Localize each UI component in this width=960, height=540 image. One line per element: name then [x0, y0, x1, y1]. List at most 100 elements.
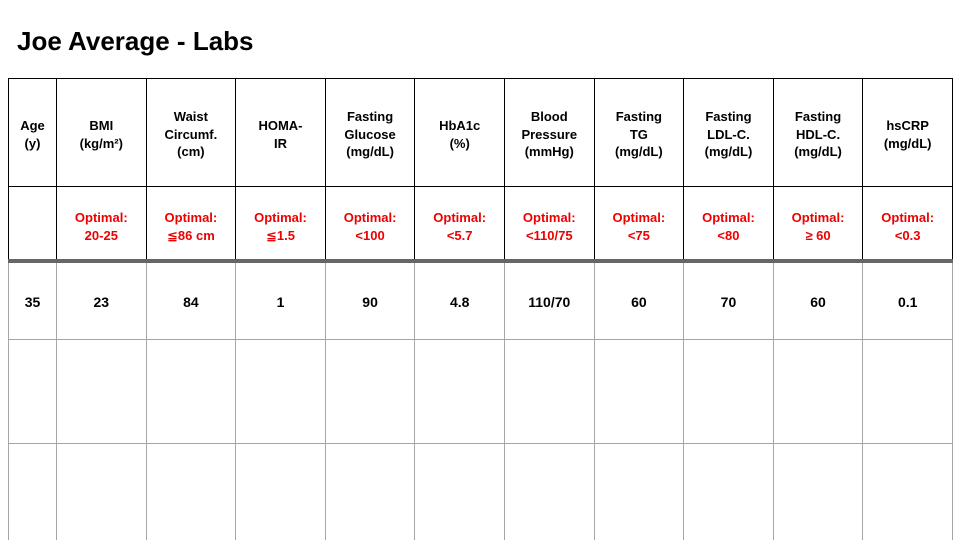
- header-cell-hscrp: hsCRP (mg/dL): [862, 78, 953, 187]
- optimal-line: Optimal:: [791, 210, 845, 226]
- optimal-line: <100: [355, 228, 385, 243]
- optimal-cell-tg: Optimal: <75: [593, 186, 685, 263]
- header-cell-waist: Waist Circumf. (cm): [145, 78, 237, 187]
- optimal-cell-age: [8, 186, 57, 263]
- empty-cell-glucose: [324, 443, 416, 540]
- empty-cell-bmi: [56, 339, 147, 444]
- labs-table-body: Age (y) BMI (kg/m²) Waist Circumf. (cm) HOMA- IR…: [8, 78, 953, 540]
- optimal-cell-waist: Optimal: ≦86 cm: [145, 186, 237, 263]
- value-cell-hscrp: 0.1: [862, 260, 953, 340]
- header-line: (mg/dL): [615, 144, 663, 160]
- value-cell-bmi: 23: [56, 260, 147, 340]
- header-line: (y): [24, 135, 41, 151]
- header-cell-hba1c: HbA1c (%): [414, 78, 505, 187]
- header-cell-ldl: Fasting LDL-C. (mg/dL): [683, 78, 774, 187]
- header-line: (mmHg): [524, 144, 574, 160]
- empty-cell-bp: [503, 339, 595, 444]
- empty-cell-age: [8, 443, 57, 540]
- optimal-line: Optimal:: [702, 210, 755, 226]
- header-line: Fasting: [346, 108, 394, 124]
- value-cell-tg: 60: [593, 260, 685, 340]
- optimal-line: 20-25: [84, 228, 118, 243]
- empty-cell-waist: [145, 443, 237, 540]
- empty-cell-hba1c: [414, 443, 505, 540]
- optimal-line: Optimal:: [254, 210, 307, 226]
- empty-cell-hdl: [772, 443, 864, 540]
- empty-cell-hscrp: [862, 443, 953, 540]
- header-line: HOMA-: [258, 117, 303, 133]
- optimal-line: ≦86 cm: [167, 228, 215, 243]
- value-cell-ldl: 70: [683, 260, 774, 340]
- optimal-line: Optimal:: [343, 210, 397, 226]
- value-cell-hba1c: 4.8: [414, 260, 505, 340]
- empty-cell-ldl: [683, 339, 774, 444]
- optimal-line: <0.3: [894, 228, 921, 243]
- header-cell-age: Age (y): [8, 78, 57, 187]
- optimal-line: Optimal:: [522, 210, 576, 226]
- header-line: BMI: [89, 117, 114, 133]
- header-line: Pressure: [521, 126, 578, 142]
- empty-cell-waist: [145, 339, 237, 444]
- header-line: (%): [449, 135, 470, 151]
- optimal-line: <5.7: [446, 228, 473, 243]
- empty-cell-hba1c: [414, 339, 505, 444]
- empty-cell-bp: [503, 443, 595, 540]
- value-cell-bp: 110/70: [503, 260, 595, 340]
- optimal-line: Optimal:: [433, 210, 487, 226]
- header-line: (mg/dL): [794, 144, 842, 160]
- header-line: Age: [20, 117, 45, 133]
- empty-cell-tg: [593, 339, 685, 444]
- optimal-line: <75: [627, 228, 650, 243]
- empty-cell-bmi: [56, 443, 147, 540]
- optimal-cell-hscrp: Optimal: <0.3: [862, 186, 953, 263]
- optimal-cell-hdl: Optimal: ≥ 60: [772, 186, 864, 263]
- header-line: HbA1c: [439, 117, 481, 133]
- header-cell-homa-ir: HOMA- IR: [235, 78, 326, 187]
- header-line: (kg/m²): [79, 135, 123, 151]
- header-line: Waist: [173, 108, 208, 124]
- header-cell-bp: Blood Pressure (mmHg): [503, 78, 595, 187]
- optimal-row: Optimal: 20-25 Optimal: ≦86 cm Optimal: ≦1.5 O…: [8, 186, 953, 263]
- optimal-line: Optimal:: [164, 210, 218, 226]
- optimal-line: <110/75: [525, 228, 573, 243]
- value-cell-age: 35: [8, 260, 57, 340]
- header-line: Glucose: [344, 126, 396, 142]
- optimal-cell-bp: Optimal: <110/75: [503, 186, 595, 263]
- optimal-line: Optimal:: [881, 210, 935, 226]
- value-cell-glucose: 90: [324, 260, 416, 340]
- header-line: (mg/dL): [704, 144, 753, 160]
- optimal-line: ≥ 60: [805, 228, 831, 243]
- header-cell-hdl: Fasting HDL-C. (mg/dL): [772, 78, 864, 187]
- page-title: Joe Average - Labs: [17, 26, 254, 56]
- header-cell-tg: Fasting TG (mg/dL): [593, 78, 685, 187]
- header-line: HDL-C.: [796, 126, 841, 142]
- optimal-line: Optimal:: [74, 210, 128, 226]
- value-cell-waist: 84: [145, 260, 237, 340]
- header-line: hsCRP: [886, 117, 929, 133]
- header-line: Blood: [530, 108, 568, 124]
- header-line: TG: [629, 126, 648, 142]
- header-line: Fasting: [615, 108, 662, 124]
- optimal-cell-bmi: Optimal: 20-25: [56, 186, 147, 263]
- optimal-cell-ldl: Optimal: <80: [683, 186, 774, 263]
- empty-cell-homa-ir: [235, 443, 326, 540]
- header-cell-bmi: BMI (kg/m²): [56, 78, 147, 187]
- header-line: Circumf.: [164, 126, 218, 142]
- header-line: (mg/dL): [883, 135, 932, 151]
- header-line: IR: [273, 135, 287, 151]
- header-row: Age (y) BMI (kg/m²) Waist Circumf. (cm) HOMA- IR…: [8, 78, 953, 187]
- value-cell-homa-ir: 1: [235, 260, 326, 340]
- empty-row: [8, 443, 953, 540]
- value-row: 35 23 84 1 90 4.8 110/70 60 70 60 0.1: [8, 260, 953, 340]
- empty-cell-ldl: [683, 443, 774, 540]
- empty-cell-hdl: [772, 339, 864, 444]
- header-line: Fasting: [794, 108, 842, 124]
- header-line: Fasting: [705, 108, 752, 124]
- header-line: LDL-C.: [707, 126, 750, 142]
- empty-cell-tg: [593, 443, 685, 540]
- optimal-cell-glucose: Optimal: <100: [324, 186, 416, 263]
- header-line: (mg/dL): [346, 144, 394, 160]
- optimal-line: Optimal:: [612, 210, 666, 226]
- header-line: (cm): [177, 144, 205, 160]
